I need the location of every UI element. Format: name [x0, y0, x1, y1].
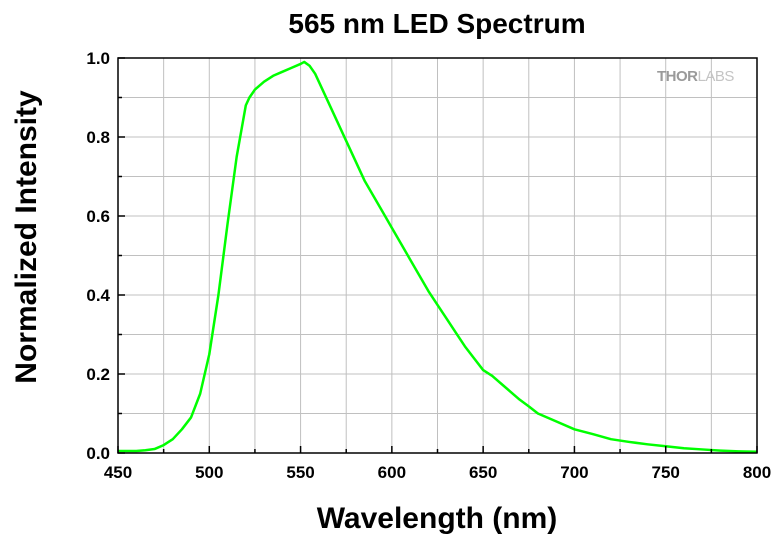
thorlabs-logo: THORLABS	[657, 68, 735, 85]
y-tick-label: 0.8	[86, 128, 110, 147]
grid	[118, 58, 757, 453]
x-tick-label: 650	[469, 463, 497, 482]
chart-title: 565 nm LED Spectrum	[288, 8, 585, 39]
tick-labels: 450 500 550 600 650 700 750 800 0.0 0.2 0.4 0.6 0.8 1…	[86, 49, 771, 482]
logo-text: THORLABS	[657, 68, 734, 85]
y-tick-label: 0.2	[86, 365, 110, 384]
x-axis-label: Wavelength (nm)	[317, 502, 558, 535]
x-tick-label: 700	[560, 463, 588, 482]
y-tick-label: 0.4	[86, 286, 110, 305]
y-axis-label: Normalized Intensity	[10, 90, 43, 384]
x-tick-label: 800	[743, 463, 771, 482]
x-tick-label: 600	[378, 463, 406, 482]
plot-area	[118, 60, 758, 454]
y-tick-label: 1.0	[86, 49, 110, 68]
axes	[117, 57, 758, 454]
x-tick-label: 750	[652, 463, 680, 482]
x-tick-label: 550	[286, 463, 314, 482]
y-tick-label: 0.6	[86, 207, 110, 226]
spectrum-line	[118, 60, 758, 454]
x-tick-label: 450	[104, 463, 132, 482]
x-tick-label: 500	[195, 463, 223, 482]
y-tick-label: 0.0	[86, 444, 110, 463]
